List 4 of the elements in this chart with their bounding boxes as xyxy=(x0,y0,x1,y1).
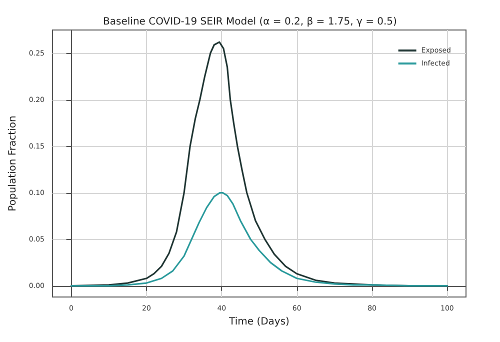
x-axis-title: Time (Days) xyxy=(228,316,290,328)
line-series xyxy=(70,192,448,287)
y-axis-title: Population Fraction xyxy=(8,116,18,212)
chart-title: Baseline COVID-19 SEIR Model (α = 0.2, β = 1.75, γ = 0.5) xyxy=(103,16,398,28)
